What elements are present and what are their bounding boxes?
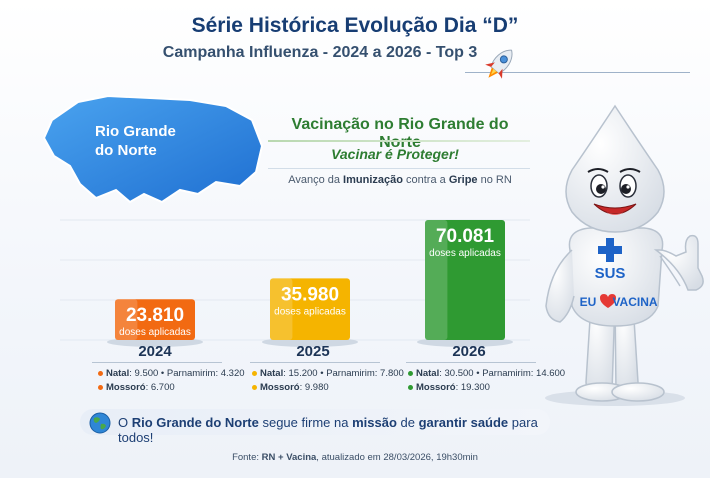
city-value: 6.700 — [150, 382, 175, 393]
source-suffix: , atualizado em 28/03/2026, 19h30min — [316, 452, 478, 463]
bullet-icon — [98, 370, 103, 376]
globe-icon — [89, 412, 111, 434]
year-divider — [92, 362, 222, 363]
city-name: Natal — [416, 368, 440, 379]
rio-grande-do-norte-map — [42, 94, 264, 204]
city-value: 7.800 — [380, 368, 404, 379]
city-name: Parnamirim — [166, 368, 216, 379]
source-prefix: Fonte: — [232, 452, 262, 463]
bullet-icon — [252, 384, 257, 390]
lead-text-part: contra a — [402, 174, 449, 186]
bar-highlight — [270, 278, 293, 340]
bar-2026 — [425, 220, 505, 340]
city-value: 9.980 — [304, 382, 329, 393]
message-part: missão — [352, 415, 397, 430]
year-divider — [250, 362, 380, 363]
source-note: Fonte: RN + Vacina, atualizado em 28/03/… — [0, 452, 710, 463]
year-label-2025: 2025 — [296, 343, 330, 360]
bar-highlight — [425, 220, 448, 340]
breakdown-2025: Natal: 15.200 • Parnamirim: 7.800 Mossor… — [252, 367, 412, 395]
vaccine-drop-mascot: SUS EU VACINA — [545, 104, 704, 406]
bar-value-label: 35.980 — [281, 284, 339, 305]
page-title: Série Histórica Evolução Dia “D” — [191, 14, 519, 37]
map-label-line1: Rio Grande — [95, 123, 176, 140]
city-name: Natal — [106, 368, 130, 379]
bar-2025 — [270, 278, 350, 340]
city-value: 15.200 — [288, 368, 318, 379]
bullet-icon — [98, 384, 103, 390]
bar-value-label: 23.810 — [126, 305, 184, 326]
city-name: Parnamirim — [326, 368, 375, 379]
slogan-divider — [268, 168, 530, 169]
message-part: Rio Grande do Norte — [131, 415, 259, 430]
bullet-icon — [252, 370, 257, 376]
bullet-icon — [408, 370, 413, 376]
slogan: Vacinar é Proteger! — [331, 146, 459, 162]
breakdown-2024: Natal: 9.500 • Parnamirim: 4.320 Mossoró… — [98, 367, 248, 395]
lead-text-part: Imunização — [343, 174, 403, 186]
lead-text-part: Avanço da — [288, 174, 344, 186]
bar-unit-label: doses aplicadas — [274, 306, 346, 317]
year-label-2026: 2026 — [452, 343, 486, 360]
rocket-icon — [485, 49, 513, 79]
lead-text: Avanço da Imunização contra a Gripe no R… — [280, 174, 520, 186]
bullet-icon — [408, 384, 413, 390]
bar-2024 — [115, 299, 195, 340]
source-name: RN + Vacina — [261, 452, 317, 463]
heading-divider — [268, 140, 530, 142]
bar-value-label: 70.081 — [436, 226, 495, 247]
heart-icon — [600, 294, 616, 308]
city-name: Natal — [260, 368, 284, 379]
message-part: para todos! — [118, 415, 538, 445]
sus-badge: SUS — [595, 265, 626, 282]
city-name: Mossoró — [106, 382, 146, 393]
map-label: Rio Grande do Norte — [95, 122, 215, 160]
city-name: Mossoró — [260, 382, 300, 393]
shirt-text-eu: EU — [580, 295, 597, 309]
city-value: 14.600 — [536, 368, 566, 379]
message-part: O — [118, 415, 132, 430]
breakdown-2026: Natal: 30.500 • Parnamirim: 14.600 Mosso… — [408, 367, 568, 395]
message-part: segue firme na — [258, 415, 353, 430]
bar-highlight — [115, 299, 138, 340]
title-divider — [465, 72, 690, 73]
year-divider — [406, 362, 536, 363]
footer-message: O Rio Grande do Norte segue firme na mis… — [118, 415, 558, 445]
map-label-line2: do Norte — [95, 142, 157, 159]
page-subtitle: Campanha Influenza - 2024 a 2026 - Top 3 — [162, 44, 478, 61]
panel-heading: Vacinação no Rio Grande do Norte — [291, 116, 509, 151]
year-label-2024: 2024 — [138, 343, 172, 360]
city-name: Parnamirim — [482, 368, 531, 379]
city-value: 4.320 — [220, 368, 245, 379]
message-part: de — [396, 415, 419, 430]
bar-unit-label: doses aplicadas — [119, 327, 191, 338]
footer-band — [80, 409, 550, 435]
lead-text-part: Gripe — [448, 174, 478, 186]
message-part: garantir saúde — [418, 415, 509, 430]
city-value: 9.500 — [134, 368, 159, 379]
bar-unit-label: doses aplicadas — [429, 248, 501, 259]
city-value: 19.300 — [460, 382, 490, 393]
shirt-text-vacina: VACINA — [612, 295, 657, 309]
city-value: 30.500 — [444, 368, 474, 379]
city-name: Mossoró — [416, 382, 456, 393]
lead-text-part: no RN — [477, 174, 512, 186]
